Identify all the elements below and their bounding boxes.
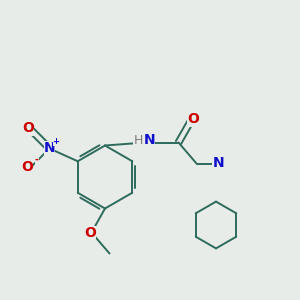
Text: +: + [52, 137, 60, 146]
Text: H: H [133, 134, 143, 147]
Text: N: N [212, 156, 224, 170]
Text: N: N [44, 142, 55, 155]
Text: -: - [35, 155, 39, 165]
Text: O: O [21, 160, 33, 174]
Text: O: O [84, 226, 96, 240]
Text: N: N [143, 134, 155, 147]
Text: O: O [188, 112, 200, 126]
Text: O: O [22, 122, 34, 135]
